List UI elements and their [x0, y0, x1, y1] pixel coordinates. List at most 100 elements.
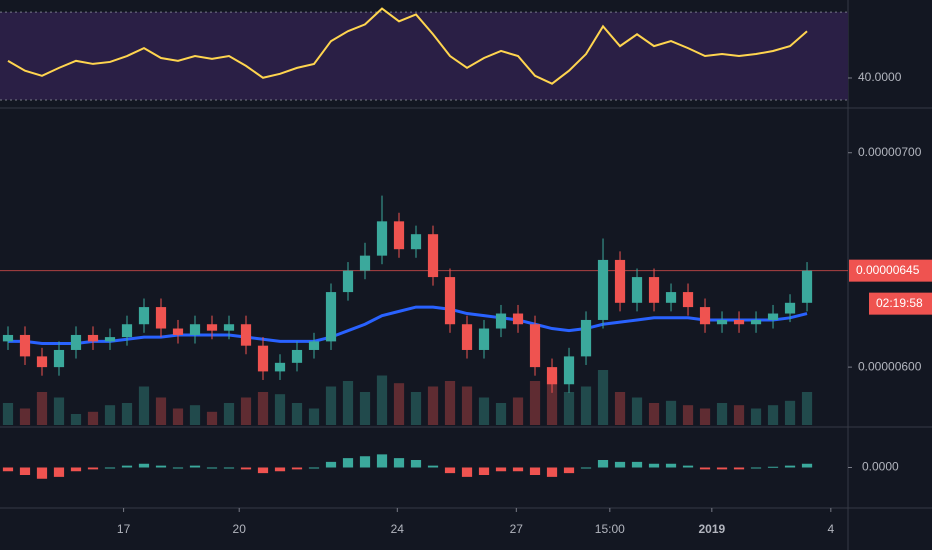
candle-body [716, 319, 728, 325]
x-tick-label: 24 [391, 522, 405, 536]
volume-bar [70, 414, 82, 425]
volume-bar [631, 397, 643, 425]
candle-body [563, 356, 575, 385]
candle-body [206, 324, 218, 331]
macd-bar [393, 458, 405, 468]
candle-body [580, 319, 592, 357]
candle-body [750, 319, 762, 325]
candle-body [733, 319, 745, 325]
candle-body [410, 234, 422, 250]
candle-body [784, 302, 796, 314]
macd-bar [36, 467, 48, 479]
x-tick-label: 20 [233, 522, 247, 536]
candle-body [223, 324, 235, 331]
last-price-box [849, 259, 932, 282]
volume-bar [325, 386, 337, 425]
volume-bar [716, 403, 728, 425]
volume-bar [342, 381, 354, 425]
candle-body [699, 307, 711, 325]
moving-average [7, 305, 808, 346]
macd-bar [2, 467, 14, 472]
volume-bar [274, 394, 286, 425]
macd-bar [308, 467, 320, 469]
volume-bar [495, 403, 507, 425]
macd-bar [529, 467, 541, 475]
volume-bar [580, 386, 592, 425]
candle-body [682, 292, 694, 308]
volume-bar [750, 408, 762, 425]
candle-body [529, 324, 541, 368]
macd-bar [121, 465, 133, 468]
y-tick-label: 0.0000 [862, 460, 899, 474]
macd-bar [206, 467, 218, 469]
macd-bar [665, 463, 677, 468]
candle-body [461, 324, 473, 350]
macd-bar [376, 454, 388, 468]
macd-bar [410, 460, 422, 468]
volume-bar [291, 403, 303, 425]
candle-body [631, 277, 643, 303]
candle-body [614, 259, 626, 303]
x-tick-label: 27 [510, 522, 524, 536]
candle-body [70, 334, 82, 350]
candle-body [274, 362, 286, 372]
candle-body [36, 356, 48, 368]
macd-bar [682, 465, 694, 468]
macd-bar [801, 463, 813, 468]
volume-bar [410, 392, 422, 425]
macd-bar [648, 463, 660, 468]
volume-bar [427, 386, 439, 425]
volume-bar [2, 403, 14, 425]
candle-body [325, 292, 337, 342]
candle-body [104, 337, 116, 342]
volume-bar [444, 381, 456, 425]
macd-bar [580, 467, 592, 469]
volume-bar [529, 381, 541, 425]
volume-bar [563, 392, 575, 425]
candle-body [342, 270, 354, 293]
x-tick-label: 4 [827, 522, 834, 536]
volume-bar [359, 392, 371, 425]
volume-bar [733, 405, 745, 425]
volume-bar [784, 400, 796, 425]
volume-bar [172, 408, 184, 425]
macd-bar [70, 467, 82, 472]
volume-bar [206, 411, 218, 425]
macd-bar [427, 465, 439, 468]
candle-body [427, 234, 439, 278]
candle-body [444, 277, 456, 325]
volume-bar [308, 408, 320, 425]
macd-bar [19, 467, 31, 475]
volume-bar [393, 383, 405, 425]
candle-body [155, 307, 167, 329]
volume-bar [801, 392, 813, 425]
volume-bar [614, 392, 626, 425]
macd-bar [274, 467, 286, 472]
macd-bar [563, 467, 575, 474]
volume-bar [376, 375, 388, 425]
macd-bar [546, 467, 558, 477]
macd-bar [342, 458, 354, 468]
volume-bar [53, 397, 65, 425]
candle-body [478, 328, 490, 350]
candle-body [546, 367, 558, 385]
volume-bar [104, 405, 116, 425]
macd-bar [784, 465, 796, 468]
macd-bar [461, 467, 473, 477]
volume-bar [155, 397, 167, 425]
rsi-line [7, 7, 808, 85]
x-tick-label: 17 [117, 522, 131, 536]
macd-bar [257, 467, 269, 474]
x-tick-label: 2019 [698, 522, 725, 536]
candle-body [801, 270, 813, 303]
candle-body [359, 255, 371, 271]
volume-bar [240, 397, 252, 425]
candle-body [2, 334, 14, 342]
volume-bar [512, 397, 524, 425]
volume-bar [121, 403, 133, 425]
volume-bar [665, 400, 677, 425]
volume-bar [138, 386, 150, 425]
candle-body [53, 349, 65, 368]
macd-bar [631, 461, 643, 468]
volume-bar [699, 408, 711, 425]
